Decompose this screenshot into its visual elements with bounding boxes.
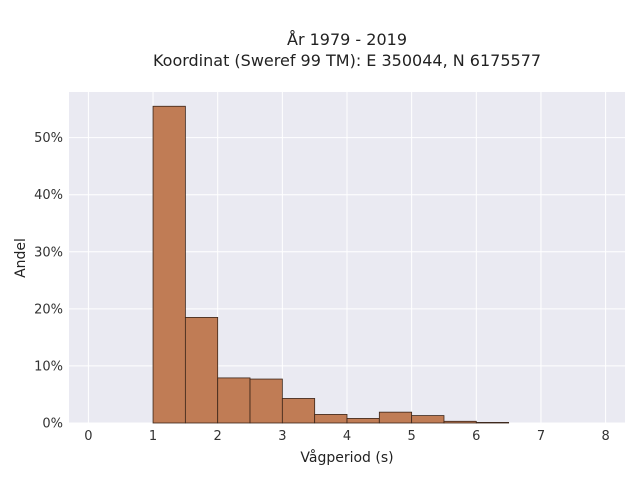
x-tick-label: 6 [472, 429, 480, 444]
histogram-bar [443, 420, 477, 424]
histogram-bars [152, 105, 510, 424]
x-tick-label: 1 [149, 429, 157, 444]
histogram-bar [281, 398, 316, 424]
y-tick-label: 10% [34, 359, 63, 374]
x-tick-label: 3 [278, 429, 286, 444]
y-axis-ticks: 0% 10% 20% 30% 40% 50% [34, 131, 63, 431]
x-tick-label: 0 [84, 429, 92, 444]
y-tick-label: 50% [34, 131, 63, 146]
histogram-bar [217, 377, 251, 424]
x-tick-label: 2 [214, 429, 222, 444]
x-tick-label: 7 [537, 429, 545, 444]
x-tick-label: 4 [343, 429, 351, 444]
x-axis-label: Vågperiod (s) [300, 449, 393, 466]
histogram-bar [378, 411, 413, 424]
histogram-bar [475, 422, 510, 424]
y-tick-label: 40% [34, 188, 63, 203]
x-axis-ticks: 0 1 2 3 4 5 6 7 8 [84, 429, 609, 444]
histogram-bar [411, 415, 445, 424]
histogram-bar [152, 105, 186, 424]
histogram-bar [249, 378, 283, 424]
y-axis-label: Andel [13, 238, 29, 278]
histogram-bar [314, 414, 348, 424]
chart-title-line1: År 1979 - 2019 [287, 30, 407, 49]
histogram-bar [184, 317, 219, 424]
y-tick-label: 30% [34, 245, 63, 260]
y-tick-label: 0% [42, 417, 63, 432]
chart-title-line2: Koordinat (Sweref 99 TM): E 350044, N 61… [153, 51, 541, 70]
x-tick-label: 8 [601, 429, 609, 444]
histogram-bar [346, 418, 380, 424]
y-tick-label: 20% [34, 302, 63, 317]
x-tick-label: 5 [408, 429, 416, 444]
